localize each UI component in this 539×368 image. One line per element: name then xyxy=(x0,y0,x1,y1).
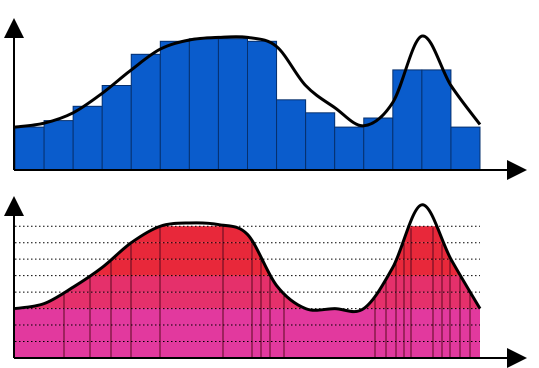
lebesgue-panel xyxy=(3,196,527,368)
riemann-bar xyxy=(276,99,307,171)
function-curve xyxy=(14,203,482,314)
riemann-bar xyxy=(188,38,219,171)
riemann-bar xyxy=(217,38,248,171)
riemann-bar xyxy=(450,126,481,171)
lebesgue-band xyxy=(15,259,480,276)
riemann-panel xyxy=(3,18,527,180)
lebesgue-band xyxy=(15,292,480,309)
riemann-bar xyxy=(72,105,103,171)
lebesgue-band xyxy=(15,308,480,326)
riemann-bar xyxy=(421,69,452,171)
lebesgue-band xyxy=(15,341,480,358)
lebesgue-band xyxy=(15,242,480,260)
riemann-bar xyxy=(305,112,336,171)
riemann-bar xyxy=(14,126,45,171)
riemann-bar xyxy=(130,53,161,171)
riemann-bar xyxy=(247,40,278,171)
riemann-bar xyxy=(334,126,365,171)
riemann-bar xyxy=(363,117,394,171)
riemann-bar xyxy=(392,69,423,171)
riemann-bar xyxy=(43,120,74,171)
riemann-bar xyxy=(101,85,132,171)
lebesgue-band xyxy=(15,325,480,342)
riemann-bar xyxy=(159,40,190,171)
function-curve xyxy=(14,34,482,129)
